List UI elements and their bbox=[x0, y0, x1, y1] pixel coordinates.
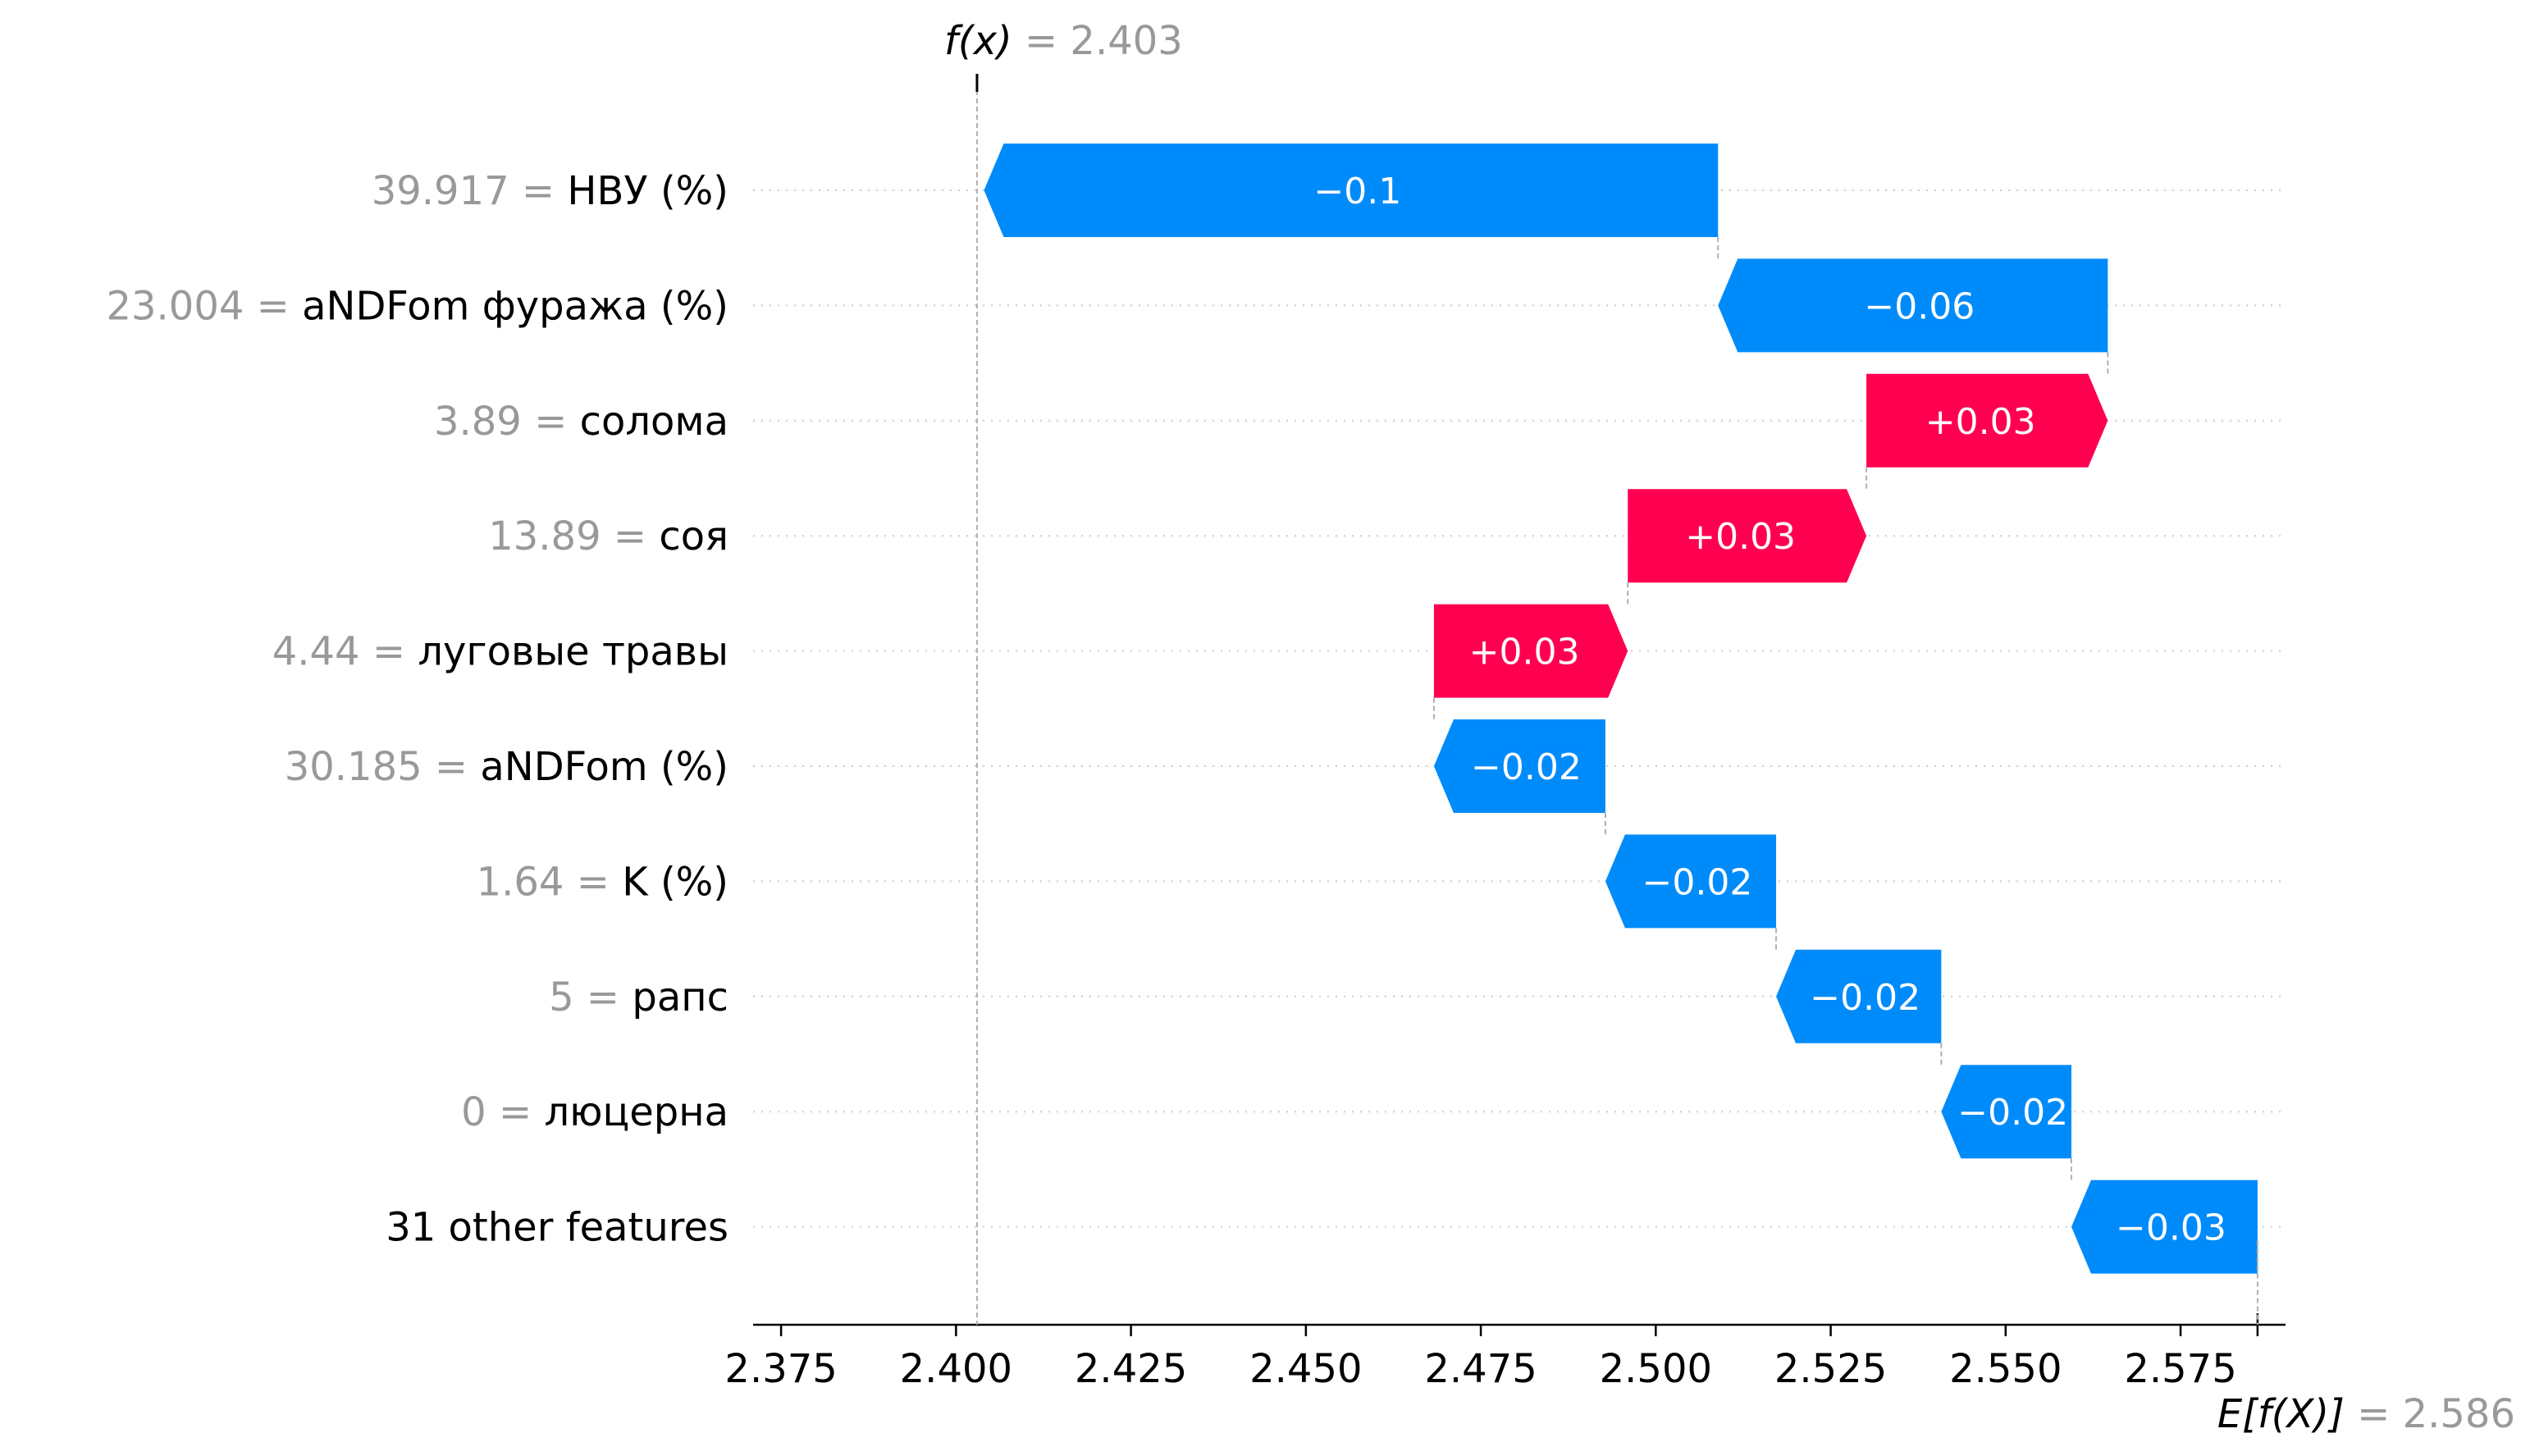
feature-value: 3.89 = bbox=[434, 399, 580, 445]
feature-name: K (%) bbox=[622, 859, 728, 905]
feature-value: 4.44 = bbox=[272, 629, 418, 675]
x-tick-label: 2.450 bbox=[1249, 1346, 1362, 1392]
bar-value-label: −0.03 bbox=[2116, 1207, 2226, 1249]
negative-bar bbox=[1605, 834, 1777, 929]
feature-value: 39.917 = bbox=[372, 168, 568, 214]
positive-bar bbox=[1628, 489, 1867, 583]
bar-value-label: −0.1 bbox=[1313, 171, 1401, 212]
connector-lines bbox=[1432, 237, 2109, 1180]
feature-labels: 39.917 = НВУ (%) 23.004 = aNDFom фуража (… bbox=[106, 168, 728, 1251]
x-tick-label: 2.525 bbox=[1774, 1346, 1887, 1392]
feature-label: 23.004 = aNDFom фуража (%) bbox=[106, 283, 728, 329]
feature-name: aNDFom (%) bbox=[480, 744, 728, 790]
negative-bar bbox=[1433, 719, 1605, 813]
bars bbox=[984, 144, 2258, 1274]
bar-value-label: +0.03 bbox=[1685, 516, 1796, 558]
reference-markers: f(x) = 2.403 E[f(X)] = 2.586 bbox=[944, 18, 2515, 1437]
x-tick-label: 2.500 bbox=[1600, 1346, 1712, 1392]
x-tick-label: 2.475 bbox=[1424, 1346, 1537, 1392]
feature-value: 13.89 = bbox=[488, 513, 659, 559]
feature-label: 4.44 = луговые травы bbox=[272, 629, 728, 675]
bar-value-label: −0.06 bbox=[1864, 285, 1975, 327]
bar-labels: −0.1 −0.06 +0.03 +0.03 +0.03 −0.02 −0.02 −0.02 −… bbox=[1313, 171, 2226, 1249]
feature-value: 1.64 = bbox=[477, 859, 623, 905]
base-value: = 2.586 bbox=[2357, 1391, 2515, 1437]
bar-value-label: +0.03 bbox=[1925, 401, 2036, 443]
bar-value-label: −0.02 bbox=[1957, 1092, 2068, 1134]
feature-name: aNDFom фуража (%) bbox=[302, 283, 728, 329]
feature-value: 23.004 = bbox=[106, 283, 302, 329]
base-label: E[f(X)] = 2.586 bbox=[2217, 1391, 2515, 1437]
negative-bar bbox=[1941, 1065, 2071, 1159]
x-tick-label: 2.575 bbox=[2124, 1346, 2236, 1392]
positive-bar bbox=[1866, 373, 2108, 468]
feature-label: 0 = люцерна bbox=[461, 1089, 728, 1135]
feature-value: 0 = bbox=[461, 1089, 544, 1135]
negative-bar bbox=[1718, 258, 2108, 353]
feature-name: солома bbox=[580, 399, 728, 445]
bar-value-label: −0.02 bbox=[1471, 746, 1582, 788]
fx-value: = 2.403 bbox=[1025, 18, 1183, 64]
fx-label: f(x) = 2.403 bbox=[944, 18, 1183, 64]
fx-name: f(x) bbox=[944, 18, 1025, 64]
base-name: E[f(X)] bbox=[2217, 1391, 2357, 1437]
x-tick-label: 2.550 bbox=[1949, 1346, 2062, 1392]
positive-bar bbox=[1433, 604, 1628, 698]
bar-value-label: +0.03 bbox=[1469, 632, 1580, 673]
feature-label: 1.64 = K (%) bbox=[477, 859, 728, 905]
feature-label: 30.185 = aNDFom (%) bbox=[285, 744, 728, 790]
x-axis: 2.375 2.400 2.425 2.450 2.475 2.500 2.525 2.550… bbox=[724, 1313, 2286, 1392]
feature-label: 39.917 = НВУ (%) bbox=[372, 168, 728, 214]
feature-name: соя bbox=[659, 513, 728, 559]
x-tick-label: 2.375 bbox=[724, 1346, 837, 1392]
feature-value: 30.185 = bbox=[285, 744, 481, 790]
x-tick-label: 2.400 bbox=[900, 1346, 1012, 1392]
feature-value: 5 = bbox=[549, 974, 632, 1020]
feature-name: люцерна bbox=[544, 1089, 728, 1135]
feature-name: 31 other features bbox=[386, 1205, 728, 1251]
feature-label: 13.89 = соя bbox=[488, 513, 728, 559]
feature-label: 31 other features bbox=[386, 1205, 728, 1251]
negative-bar bbox=[984, 144, 1719, 237]
bar-value-label: −0.02 bbox=[1642, 861, 1753, 903]
feature-name: НВУ (%) bbox=[567, 168, 728, 214]
negative-bar bbox=[1776, 949, 1942, 1043]
negative-bar bbox=[2071, 1180, 2258, 1274]
feature-name: рапс bbox=[632, 974, 728, 1020]
feature-label: 5 = рапс bbox=[549, 974, 728, 1020]
x-tick-label: 2.425 bbox=[1075, 1346, 1187, 1392]
feature-name: луговые травы bbox=[418, 629, 728, 675]
bar-value-label: −0.02 bbox=[1810, 977, 1920, 1019]
feature-label: 3.89 = солома bbox=[434, 399, 728, 445]
